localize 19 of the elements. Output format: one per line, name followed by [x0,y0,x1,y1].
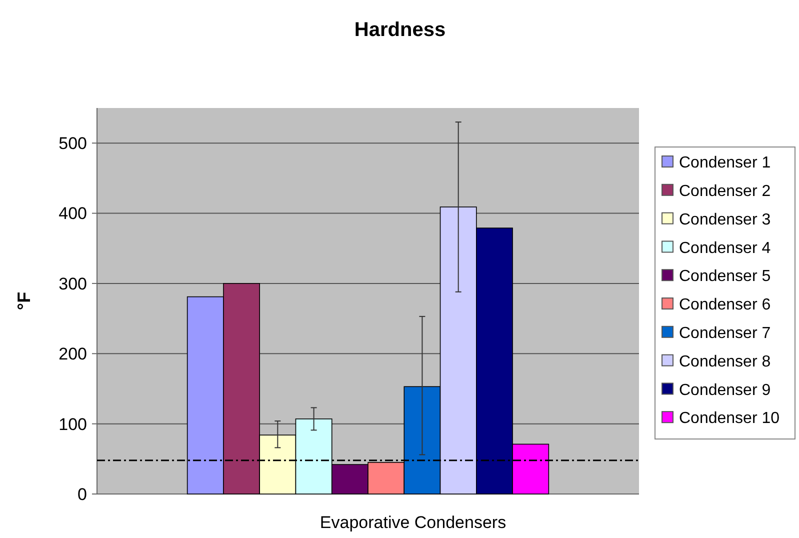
x-axis-title: Evaporative Condensers [320,513,506,532]
legend-label: Condenser 5 [679,268,771,286]
y-tick-label: 500 [58,134,87,154]
legend-label: Condenser 7 [679,325,771,342]
legend-label: Condenser 2 [679,183,771,200]
y-tick-label: 300 [58,274,87,294]
legend-label: Condenser 6 [679,296,771,314]
y-tick-label: 100 [58,414,87,434]
legend-label: Condenser 4 [679,240,771,257]
y-tick-label: 0 [78,484,87,504]
y-axis-title: °F [14,292,34,310]
y-tick-label: 400 [58,204,87,224]
legend-label: Condenser 1 [679,154,771,172]
y-tick-label: 200 [58,344,87,364]
chart-title: Hardness [354,19,446,41]
legend-label: Condenser 8 [679,353,771,370]
legend-label: Condenser 9 [679,382,771,399]
legend-label: Condenser 3 [679,211,771,228]
legend-label: Condenser 10 [679,410,780,428]
